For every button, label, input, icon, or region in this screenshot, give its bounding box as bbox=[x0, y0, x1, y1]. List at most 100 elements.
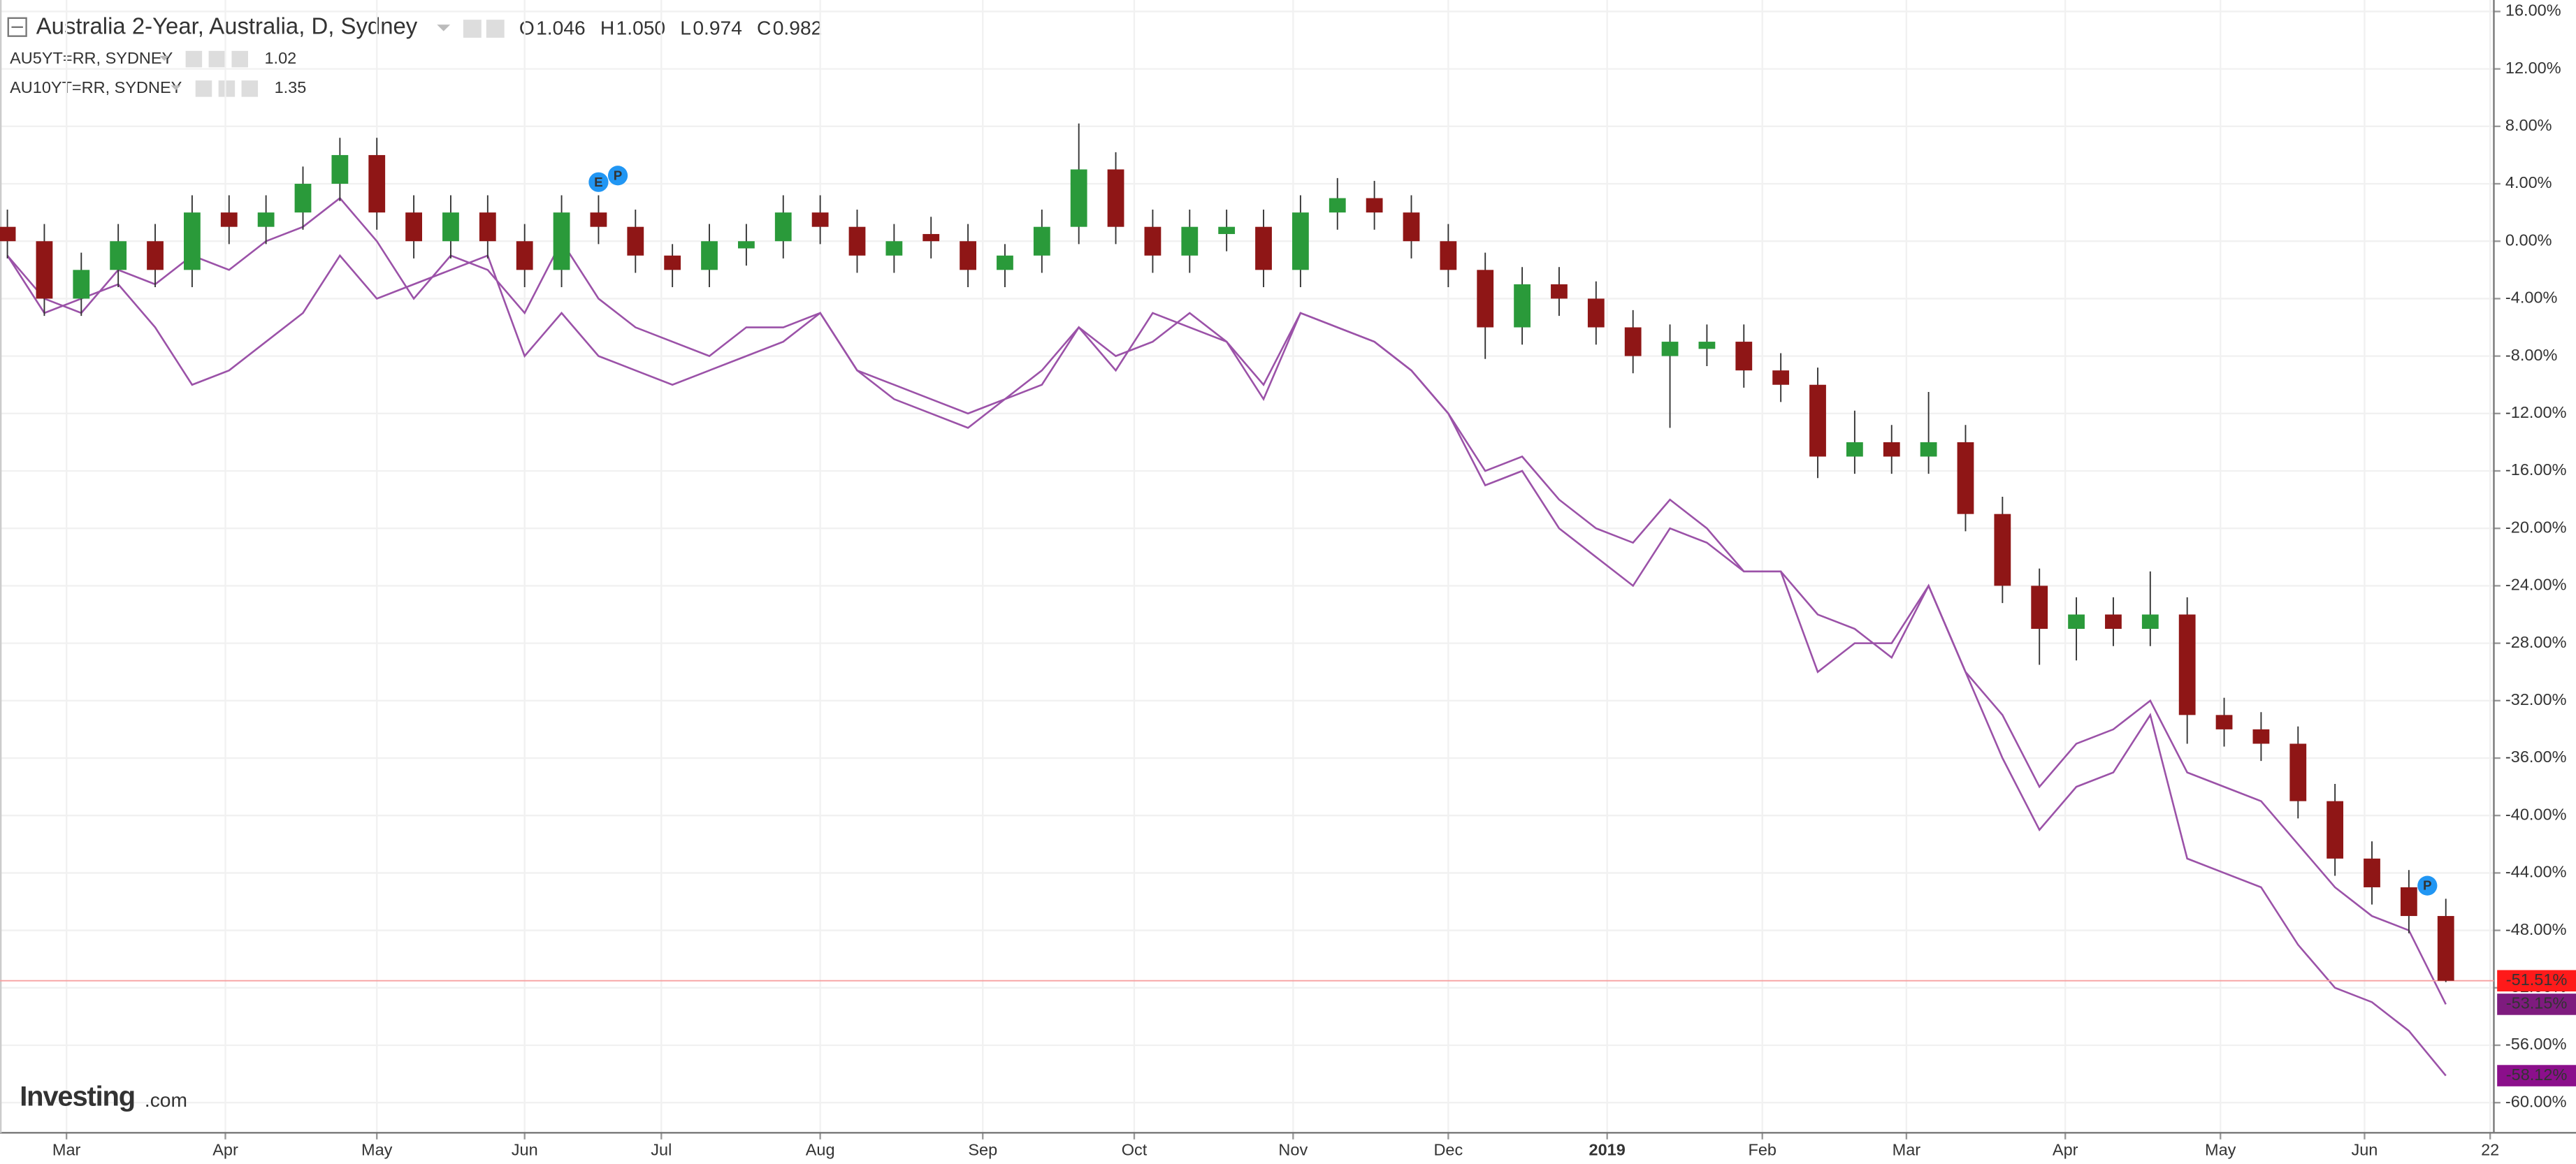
ohlc-value: 0.974 bbox=[693, 17, 742, 39]
candle-body bbox=[701, 241, 718, 270]
series-icon[interactable] bbox=[208, 50, 226, 68]
series-icon[interactable] bbox=[241, 80, 259, 97]
price-label: -53.15% bbox=[2506, 994, 2568, 1012]
candle-body bbox=[590, 212, 607, 227]
candle-body bbox=[1329, 198, 1346, 213]
candle-body bbox=[1218, 226, 1236, 234]
series-icon[interactable] bbox=[231, 50, 248, 68]
candle-body bbox=[0, 226, 16, 242]
candle-body bbox=[1994, 514, 2011, 586]
event-label: P bbox=[2423, 878, 2432, 893]
dropdown-arrow[interactable] bbox=[159, 55, 170, 61]
candle-body bbox=[1957, 442, 1974, 514]
collapse-icon[interactable] bbox=[7, 17, 27, 37]
candle-body bbox=[1181, 226, 1199, 256]
candle-body bbox=[1477, 270, 1494, 328]
ohlc-key: O bbox=[519, 17, 535, 39]
y-tick-label: 0.00% bbox=[2505, 231, 2552, 249]
watermark-brand: Investing bbox=[20, 1082, 135, 1112]
candle-body bbox=[331, 154, 349, 184]
candle-body bbox=[2364, 858, 2380, 887]
y-tick-label: 8.00% bbox=[2505, 116, 2552, 134]
x-tick-label: Jun bbox=[512, 1140, 538, 1158]
event-label: E bbox=[594, 175, 603, 189]
candle-body bbox=[664, 255, 681, 270]
candle-body bbox=[257, 212, 275, 227]
candle-body bbox=[368, 154, 386, 213]
candle-body bbox=[1403, 212, 1420, 242]
legend-title: Australia 2-Year, Australia, D, Sydney bbox=[36, 13, 418, 39]
candle-body bbox=[2327, 801, 2344, 859]
y-tick-label: -32.00% bbox=[2505, 690, 2567, 708]
y-tick-label: -12.00% bbox=[2505, 403, 2567, 421]
ohlc-key: L bbox=[680, 17, 691, 39]
series-icon[interactable] bbox=[218, 80, 236, 97]
x-tick-label: Nov bbox=[1278, 1140, 1308, 1158]
x-tick-label: Apr bbox=[212, 1140, 238, 1158]
candle-body bbox=[2031, 585, 2048, 630]
ohlc-value: 0.982 bbox=[773, 17, 823, 39]
candle-body bbox=[2141, 614, 2159, 630]
dropdown-arrow[interactable] bbox=[171, 85, 181, 91]
candle-body bbox=[2215, 715, 2233, 729]
ohlc-value: 1.046 bbox=[536, 17, 586, 39]
x-tick-label: 2019 bbox=[1589, 1140, 1626, 1158]
x-tick-label: Mar bbox=[1893, 1140, 1921, 1158]
candle-body bbox=[479, 212, 496, 242]
candle-body bbox=[147, 241, 164, 270]
y-tick-label: -16.00% bbox=[2505, 460, 2567, 479]
candle-body bbox=[2289, 743, 2307, 801]
candle-body bbox=[294, 184, 312, 213]
candle-body bbox=[922, 233, 940, 242]
y-tick-label: -48.00% bbox=[2505, 920, 2567, 938]
candle-body bbox=[960, 241, 976, 270]
event-marker[interactable] bbox=[2417, 875, 2438, 896]
candle-body bbox=[2105, 614, 2122, 630]
y-tick-label: -56.00% bbox=[2505, 1035, 2567, 1053]
y-tick-label: -24.00% bbox=[2505, 576, 2567, 594]
candle-body bbox=[220, 212, 238, 227]
candle-body bbox=[627, 226, 644, 256]
legend-name: AU5YT=RR, SYDNEY bbox=[10, 49, 173, 67]
event-label: P bbox=[614, 168, 623, 182]
y-tick-label: -40.00% bbox=[2505, 805, 2567, 823]
price-label: -58.12% bbox=[2506, 1065, 2568, 1084]
candle-body bbox=[1883, 442, 1900, 457]
candle-body bbox=[1551, 284, 1568, 299]
candle-body bbox=[848, 226, 866, 256]
candle-body bbox=[2400, 887, 2417, 917]
x-tick-label: May bbox=[361, 1140, 393, 1158]
candle-body bbox=[1291, 212, 1309, 270]
x-tick-label: Dec bbox=[1433, 1140, 1463, 1158]
price-label-box bbox=[2497, 994, 2576, 1015]
candle-body bbox=[1809, 384, 1826, 457]
candle-body bbox=[110, 241, 127, 270]
watermark-suffix: .com bbox=[145, 1089, 187, 1111]
y-tick-label: 16.00% bbox=[2505, 1, 2561, 20]
event-marker[interactable] bbox=[607, 166, 628, 186]
candle-body bbox=[1255, 226, 1272, 270]
refresh-icon[interactable] bbox=[486, 20, 505, 38]
candle-body bbox=[1107, 169, 1124, 227]
price-label: -51.51% bbox=[2506, 970, 2568, 989]
candle-body bbox=[885, 241, 903, 256]
candle-body bbox=[2252, 729, 2270, 744]
candle-body bbox=[1624, 327, 1642, 356]
settings-icon[interactable] bbox=[463, 20, 482, 38]
series-icon[interactable] bbox=[185, 50, 203, 68]
dropdown-arrow[interactable] bbox=[437, 24, 451, 31]
legend-value: 1.35 bbox=[275, 78, 307, 96]
price-label-box bbox=[2497, 1065, 2576, 1086]
candle-body bbox=[2068, 614, 2085, 630]
candle-body bbox=[36, 241, 53, 299]
ohlc-key: H bbox=[600, 17, 614, 39]
price-label-box bbox=[2497, 970, 2576, 992]
ohlc-value: 1.050 bbox=[616, 17, 666, 39]
x-tick-label: Jun bbox=[2351, 1140, 2378, 1158]
series-icon[interactable] bbox=[195, 80, 212, 97]
candle-body bbox=[2437, 916, 2454, 981]
x-tick-label: 22 bbox=[2481, 1140, 2499, 1158]
event-marker[interactable] bbox=[588, 172, 609, 192]
candle-body bbox=[1846, 442, 1863, 457]
